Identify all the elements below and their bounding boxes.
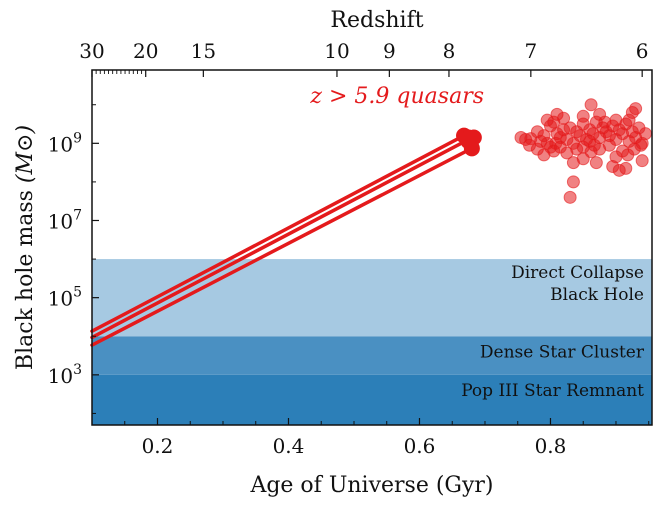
growth-track-2 [90,146,474,347]
top-tick-label-0: 30 [79,39,104,63]
chart-labels: z > 5.9 quasars [309,84,484,109]
axes: 0.2 0.4 0.6 0.8 Age of Universe (Gyr) 103 105 1… [13,8,650,498]
quasar-point-79 [638,127,652,141]
quasar-point-59 [576,109,590,123]
quasar-point-63 [584,98,598,112]
top-tick-label-6: 7 [524,39,537,63]
quasar-series-label: z > 5.9 quasars [309,84,484,109]
quasar-point-80 [543,140,557,154]
band-label-2-1: Black Hole [550,285,644,305]
x-tick-label-1: 0.4 [273,434,305,458]
top-tick-label-5: 8 [443,39,456,63]
quasar-point-50 [602,138,616,152]
quasar-point-65 [550,107,564,121]
top-tick-label-2: 15 [191,39,216,63]
quasar-point-72 [566,175,580,189]
growth-track-1 [90,137,471,340]
growth-tracks [90,133,474,347]
growth-track-0 [90,133,466,333]
quasar-point-76 [622,134,636,148]
quasar-point-56 [634,138,648,152]
y-tick-label-2: 107 [48,207,82,233]
quasar-point-57 [540,113,554,127]
plot-frame [91,69,653,426]
y-tick-label-0: 103 [48,362,82,388]
mass-bands: Pop III Star Remnant Dense Star Cluster Di… [92,259,652,425]
band-0 [92,374,652,425]
top-tick-label-3: 10 [324,39,349,63]
band-label-1-0: Dense Star Cluster [480,342,645,362]
quasar-point-68 [619,161,633,175]
quasar-point-74 [534,134,548,148]
band-label-0-0: Pop III Star Remnant [461,381,644,401]
x-axis-label: Age of Universe (Gyr) [249,473,493,498]
top-tick-label-4: 9 [383,39,396,63]
quasar-point-78 [598,115,612,129]
x-tick-label-3: 0.8 [535,434,567,458]
band-1 [92,336,652,375]
y-axis-label: Black hole mass (M⊙) [13,125,38,370]
y-tick-label-3: 109 [48,130,82,156]
top-tick-label-1: 20 [133,39,158,63]
quasar-point-70 [576,152,590,166]
quasar-point-73 [563,190,577,204]
quasar-point-81 [587,138,601,152]
quasar-point-71 [589,156,603,170]
x-tick-label-0: 0.2 [142,434,174,458]
top-axis-label: Redshift [330,8,423,33]
y-tick-label-1: 105 [48,285,82,311]
quasar-point-4 [463,140,480,157]
quasar-point-61 [609,113,623,127]
band-label-2-0: Direct Collapse [511,263,644,283]
top-tick-label-7: 6 [636,39,649,63]
quasar-point-55 [635,154,649,168]
x-tick-label-2: 0.6 [404,434,436,458]
quasar-points [456,98,652,204]
quasar-point-64 [629,102,643,116]
